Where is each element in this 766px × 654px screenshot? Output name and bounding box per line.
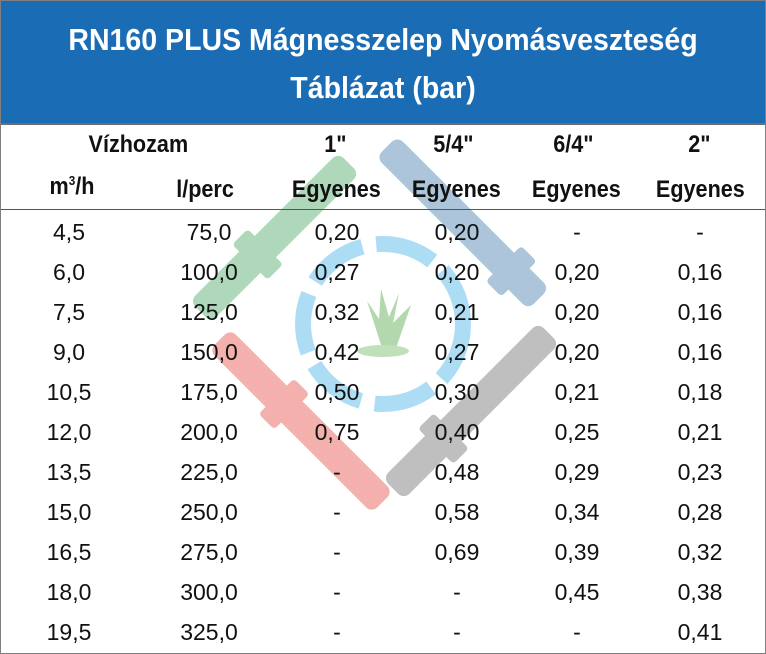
size-header-4: 2" [688, 131, 711, 158]
table-row: 4,5 75,0 0,20 0,20 - - [1, 219, 765, 249]
table-row: 15,0 250,0 - 0,58 0,34 0,28 [1, 499, 765, 529]
cell-lperc: 275,0 [180, 539, 238, 565]
cell-5-4in: 0,20 [434, 259, 480, 285]
cell-1in: 0,42 [314, 339, 360, 365]
cell-6-4in: 0,45 [554, 579, 600, 605]
cell-5-4in: - [453, 579, 461, 605]
cell-m3h: 6,0 [53, 259, 85, 285]
cell-m3h: 9,0 [53, 339, 85, 365]
cell-1in: - [333, 619, 341, 645]
table-row: 19,5 325,0 - - - 0,41 [1, 619, 765, 649]
cell-lperc: 250,0 [180, 499, 238, 525]
cell-6-4in: 0,20 [554, 299, 600, 325]
cell-5-4in: 0,40 [434, 419, 480, 445]
cell-lperc: 300,0 [180, 579, 238, 605]
cell-6-4in: 0,20 [554, 259, 600, 285]
table-row: 7,5 125,0 0,32 0,21 0,20 0,16 [1, 299, 765, 329]
cell-lperc: 325,0 [180, 619, 238, 645]
type-header-4: Egyenes [655, 176, 745, 203]
cell-1in: - [333, 579, 341, 605]
cell-lperc: 225,0 [180, 459, 238, 485]
cell-2in: 0,28 [677, 499, 723, 525]
table-row: 9,0 150,0 0,42 0,27 0,20 0,16 [1, 339, 765, 369]
cell-1in: - [333, 499, 341, 525]
title-line-1: RN160 PLUS Mágnesszelep Nyomásveszteség [68, 22, 698, 57]
type-header-3: Egyenes [531, 176, 621, 203]
cell-5-4in: 0,27 [434, 339, 480, 365]
cell-5-4in: 0,58 [434, 499, 480, 525]
cell-lperc: 125,0 [180, 299, 238, 325]
cell-m3h: 15,0 [46, 499, 92, 525]
type-header-1: Egyenes [291, 176, 381, 203]
cell-2in: - [696, 219, 704, 245]
table-row: 12,0 200,0 0,75 0,40 0,25 0,21 [1, 419, 765, 449]
type-header-2: Egyenes [411, 176, 501, 203]
cell-2in: 0,18 [677, 379, 723, 405]
unit-lperc-header: l/perc [176, 176, 234, 203]
size-header-3: 6/4" [553, 131, 594, 158]
size-header-1: 1" [324, 131, 347, 158]
cell-lperc: 175,0 [180, 379, 238, 405]
cell-5-4in: 0,30 [434, 379, 480, 405]
cell-m3h: 19,5 [46, 619, 92, 645]
size-header-2: 5/4" [433, 131, 474, 158]
cell-6-4in: 0,20 [554, 339, 600, 365]
cell-2in: 0,21 [677, 419, 723, 445]
cell-6-4in: 0,39 [554, 539, 600, 565]
unit-m3h-header: m3/h [49, 173, 95, 200]
cell-2in: 0,16 [677, 339, 723, 365]
cell-6-4in: 0,34 [554, 499, 600, 525]
cell-m3h: 4,5 [53, 219, 85, 245]
cell-5-4in: 0,48 [434, 459, 480, 485]
cell-1in: 0,20 [314, 219, 360, 245]
cell-m3h: 10,5 [46, 379, 92, 405]
cell-2in: 0,16 [677, 299, 723, 325]
table-row: 18,0 300,0 - - 0,45 0,38 [1, 579, 765, 609]
title-line-2: Táblázat (bar) [290, 70, 476, 105]
cell-6-4in: - [573, 219, 581, 245]
cell-5-4in: 0,20 [434, 219, 480, 245]
cell-6-4in: 0,21 [554, 379, 600, 405]
cell-5-4in: 0,69 [434, 539, 480, 565]
header-divider [1, 209, 765, 210]
table-row: 13,5 225,0 - 0,48 0,29 0,23 [1, 459, 765, 489]
flow-header: Vízhozam [88, 131, 189, 158]
cell-2in: 0,16 [677, 259, 723, 285]
cell-1in: - [333, 459, 341, 485]
title-bar: RN160 PLUS Mágnesszelep Nyomásveszteség … [1, 1, 765, 125]
table-row: 6,0 100,0 0,27 0,20 0,20 0,16 [1, 259, 765, 289]
cell-m3h: 16,5 [46, 539, 92, 565]
cell-m3h: 13,5 [46, 459, 92, 485]
cell-m3h: 7,5 [53, 299, 85, 325]
cell-m3h: 12,0 [46, 419, 92, 445]
cell-1in: 0,50 [314, 379, 360, 405]
cell-lperc: 100,0 [180, 259, 238, 285]
cell-1in: 0,75 [314, 419, 360, 445]
cell-2in: 0,38 [677, 579, 723, 605]
cell-5-4in: - [453, 619, 461, 645]
cell-1in: - [333, 539, 341, 565]
cell-lperc: 150,0 [180, 339, 238, 365]
cell-6-4in: - [573, 619, 581, 645]
cell-5-4in: 0,21 [434, 299, 480, 325]
cell-1in: 0,32 [314, 299, 360, 325]
cell-lperc: 200,0 [180, 419, 238, 445]
table-row: 16,5 275,0 - 0,69 0,39 0,32 [1, 539, 765, 569]
cell-lperc: 75,0 [186, 219, 232, 245]
cell-m3h: 18,0 [46, 579, 92, 605]
table-row: 10,5 175,0 0,50 0,30 0,21 0,18 [1, 379, 765, 409]
cell-6-4in: 0,29 [554, 459, 600, 485]
cell-6-4in: 0,25 [554, 419, 600, 445]
cell-2in: 0,23 [677, 459, 723, 485]
cell-2in: 0,32 [677, 539, 723, 565]
cell-2in: 0,41 [677, 619, 723, 645]
cell-1in: 0,27 [314, 259, 360, 285]
